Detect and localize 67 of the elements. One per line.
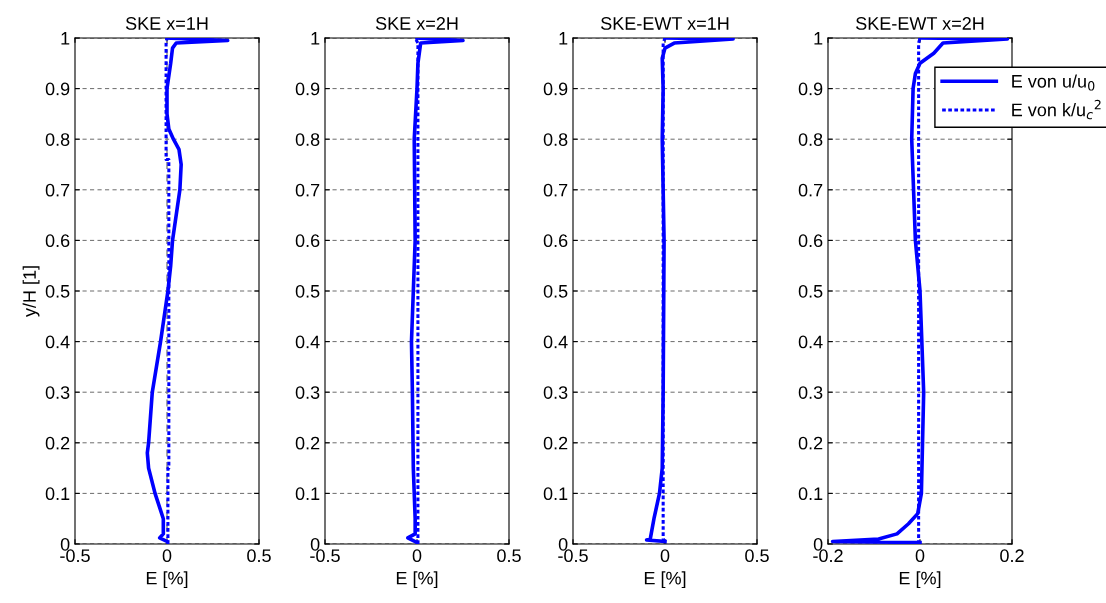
y-axis-title: y/H [1] [22, 266, 40, 318]
y-tick-label: 0.4 [798, 335, 823, 349]
chart-title: SKE x=1H [125, 17, 208, 30]
y-tick-label: 0 [310, 537, 320, 551]
y-tick-label: 0.6 [543, 234, 568, 248]
y-tick-label: 1 [559, 32, 568, 45]
y-tick-label: 0.8 [295, 133, 320, 146]
y-tick-label: 0 [558, 537, 568, 551]
y-tick-label: 0.7 [45, 183, 70, 197]
x-axis-title: E [%] [644, 571, 686, 589]
chart-title: SKE x=2H [375, 17, 458, 30]
y-tick-label: 0.1 [798, 487, 823, 501]
x-tick-label: 0 [660, 549, 670, 563]
y-tick-label: 0.8 [798, 133, 823, 146]
x-axis-title: E [%] [396, 571, 438, 589]
y-tick-label: 0.7 [543, 183, 568, 197]
y-tick-label: 0.4 [543, 335, 568, 349]
x-tick-label: 0 [915, 549, 925, 563]
x-axis-title: E [%] [899, 571, 941, 589]
y-tick-label: 0.1 [45, 487, 70, 501]
legend-label: E von u/u$_{0}$ [1012, 74, 1095, 91]
y-tick-label: 0.3 [798, 386, 823, 399]
x-tick-label: 0.5 [497, 549, 521, 563]
y-tick-label: 0.6 [798, 234, 823, 248]
y-tick-label: 0.5 [798, 284, 823, 298]
y-tick-label: 0.9 [543, 82, 568, 96]
x-axis-title: E [%] [146, 571, 188, 589]
y-tick-label: 0.4 [45, 335, 70, 349]
y-tick-label: 0.9 [45, 82, 70, 96]
x-tick-label: 0.5 [247, 549, 271, 563]
chart-title: SKE-EWT x=2H [856, 17, 984, 30]
y-tick-label: 1 [311, 32, 320, 45]
y-tick-label: 0.7 [798, 183, 823, 197]
y-tick-label: 0.1 [295, 487, 320, 501]
y-tick-label: 0.2 [295, 436, 320, 450]
x-tick-label: -0.5 [310, 549, 340, 563]
y-tick-label: 0.9 [295, 82, 320, 96]
y-tick-label: 0 [60, 537, 70, 551]
x-tick-label: 0 [162, 549, 172, 563]
y-tick-label: 0.8 [543, 133, 568, 146]
y-tick-label: 0.8 [45, 133, 70, 146]
y-tick-label: 0.6 [295, 234, 320, 248]
x-tick-label: -0.2 [813, 549, 843, 563]
y-tick-label: 0.1 [543, 487, 568, 501]
x-tick-label: -0.5 [60, 549, 90, 563]
y-tick-label: 0.6 [45, 234, 70, 248]
legend-label: E von k/u$_{c}$$^{2}$ [1012, 99, 1101, 120]
y-tick-label: 0.3 [543, 386, 568, 399]
y-tick-label: 0.3 [295, 386, 320, 399]
y-tick-label: 0.7 [295, 183, 320, 197]
x-tick-label: 0.5 [745, 549, 769, 563]
y-tick-label: 1 [61, 32, 70, 45]
x-tick-label: 0.2 [1000, 549, 1024, 563]
y-tick-label: 0.5 [45, 284, 70, 298]
y-tick-label: 0.5 [543, 284, 568, 298]
y-tick-label: 0.3 [45, 386, 70, 399]
y-tick-label: 0.9 [798, 82, 823, 96]
y-tick-label: 0.2 [543, 436, 568, 450]
y-tick-label: 1 [814, 32, 823, 45]
x-tick-label: 0 [412, 549, 422, 563]
y-tick-label: 0.4 [295, 335, 320, 349]
y-tick-label: 0 [813, 537, 823, 551]
y-tick-label: 0.2 [45, 436, 70, 450]
y-tick-label: 0.2 [798, 436, 823, 450]
x-tick-label: -0.5 [558, 549, 588, 563]
y-tick-label: 0.5 [295, 284, 320, 298]
chart-title: SKE-EWT x=1H [601, 17, 729, 30]
